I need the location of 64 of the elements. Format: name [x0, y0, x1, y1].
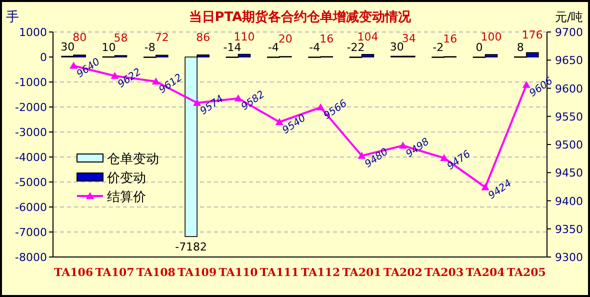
y-tick-label: -1000	[15, 76, 47, 89]
data-label: 20	[278, 32, 292, 46]
data-label: 16	[320, 32, 334, 46]
x-tick-label: TA111	[260, 266, 299, 279]
data-label: -14	[223, 41, 242, 54]
legend-label: 仓单变动	[107, 152, 159, 167]
x-tick-label: TA109	[178, 266, 217, 279]
data-label: 8	[516, 40, 524, 54]
data-label: 30	[60, 40, 75, 54]
x-tick-label: TA201	[342, 266, 382, 279]
data-label: 100	[480, 30, 502, 44]
y2-tick-label: 9350	[555, 222, 583, 236]
y-axis-title: 手	[6, 10, 19, 25]
x-tick-label: TA110	[218, 266, 258, 279]
y-tick-label: -3000	[15, 126, 47, 139]
x-tick-label: TA205	[506, 266, 546, 279]
y-tick-label: -2000	[15, 101, 47, 114]
y2-axis-title: 元/吨	[554, 10, 583, 24]
data-label: -8	[144, 41, 156, 54]
x-tick-label: TA203	[424, 266, 464, 279]
data-label: -7182	[175, 240, 208, 254]
data-label: -4	[309, 41, 320, 54]
data-label: 72	[154, 31, 169, 44]
y2-tick-label: 9650	[555, 54, 583, 68]
data-label: 0	[476, 41, 483, 54]
data-label: 16	[443, 32, 458, 46]
y2-tick-label: 9700	[555, 26, 583, 39]
data-label: 80	[72, 31, 87, 44]
x-tick-label: TA202	[383, 266, 422, 279]
point	[152, 78, 160, 84]
data-label: -4	[268, 41, 279, 54]
y2-tick-label: 9300	[555, 251, 583, 264]
data-label: 34	[402, 32, 416, 46]
point	[522, 80, 530, 88]
y2-tick-label: 9600	[555, 82, 583, 96]
data-label: 110	[234, 30, 255, 44]
y2-tick-label: 9450	[555, 166, 583, 180]
point	[275, 118, 284, 125]
data-label: 58	[114, 32, 128, 45]
data-label: -2	[432, 41, 444, 54]
y2-tick-label: 9400	[555, 194, 583, 208]
data-label: -22	[346, 41, 365, 54]
chart-title: 当日PTA期货各合约仓单增减变动情况	[188, 9, 412, 25]
y-tick-label: -8000	[15, 251, 47, 264]
x-tick-label: TA106	[54, 266, 94, 279]
legend-label: 价变动	[106, 171, 146, 186]
data-label: 104	[357, 30, 378, 44]
y2-tick-label: 9500	[555, 138, 583, 152]
y-tick-label: -7000	[15, 226, 47, 239]
x-tick-label: TA107	[95, 266, 134, 279]
x-tick-label: TA204	[466, 266, 506, 279]
data-label: 10	[102, 40, 116, 54]
x-tick-label: TA112	[301, 266, 340, 279]
x-tick-label: TA108	[136, 266, 176, 279]
data-label: 176	[522, 28, 543, 42]
data-label: 30	[390, 40, 404, 54]
y-tick-label: -6000	[15, 201, 47, 214]
y2-tick-label: 9550	[555, 110, 583, 124]
y-tick-label: -5000	[15, 176, 47, 189]
data-label: 86	[196, 30, 210, 44]
y-tick-label: 1000	[19, 26, 47, 39]
y-tick-label: -4000	[15, 151, 47, 164]
y-tick-label: 0	[40, 51, 47, 64]
legend-label: 结算价	[107, 190, 146, 205]
